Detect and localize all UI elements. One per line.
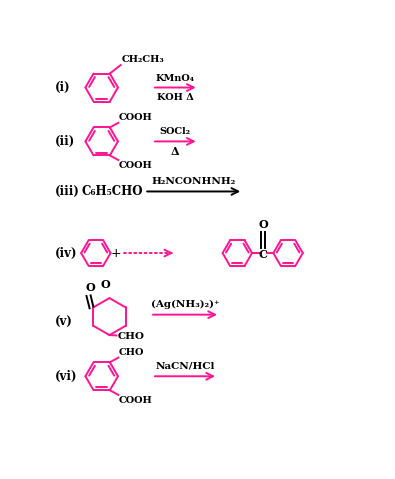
Text: (iii): (iii) — [55, 185, 80, 198]
Text: COOH: COOH — [119, 161, 153, 170]
Text: KMnO₄: KMnO₄ — [156, 73, 195, 82]
Text: +: + — [111, 247, 121, 260]
Text: COOH: COOH — [119, 113, 153, 122]
Text: CHO: CHO — [118, 332, 145, 341]
Text: C₆H₅CHO: C₆H₅CHO — [81, 185, 143, 198]
Text: (Ag(NH₃)₂)⁺: (Ag(NH₃)₂)⁺ — [151, 300, 219, 309]
Text: CH₂CH₃: CH₂CH₃ — [121, 55, 164, 64]
Text: O: O — [85, 283, 95, 294]
Text: SOCl₂: SOCl₂ — [160, 127, 191, 137]
Text: (v): (v) — [55, 316, 73, 329]
Text: (i): (i) — [55, 81, 71, 94]
Text: (iv): (iv) — [55, 247, 78, 260]
Text: C: C — [258, 250, 267, 261]
Text: (ii): (ii) — [55, 135, 75, 148]
Text: (vi): (vi) — [55, 370, 78, 383]
Text: CHO: CHO — [119, 348, 145, 357]
Text: COOH: COOH — [119, 396, 153, 405]
Text: H₂NCONHNH₂: H₂NCONHNH₂ — [152, 177, 236, 186]
Text: Δ: Δ — [171, 147, 180, 158]
Text: O: O — [101, 279, 111, 290]
Text: O: O — [258, 219, 268, 230]
Text: KOH Δ: KOH Δ — [157, 92, 194, 102]
Text: NaCN/HCl: NaCN/HCl — [155, 362, 215, 370]
